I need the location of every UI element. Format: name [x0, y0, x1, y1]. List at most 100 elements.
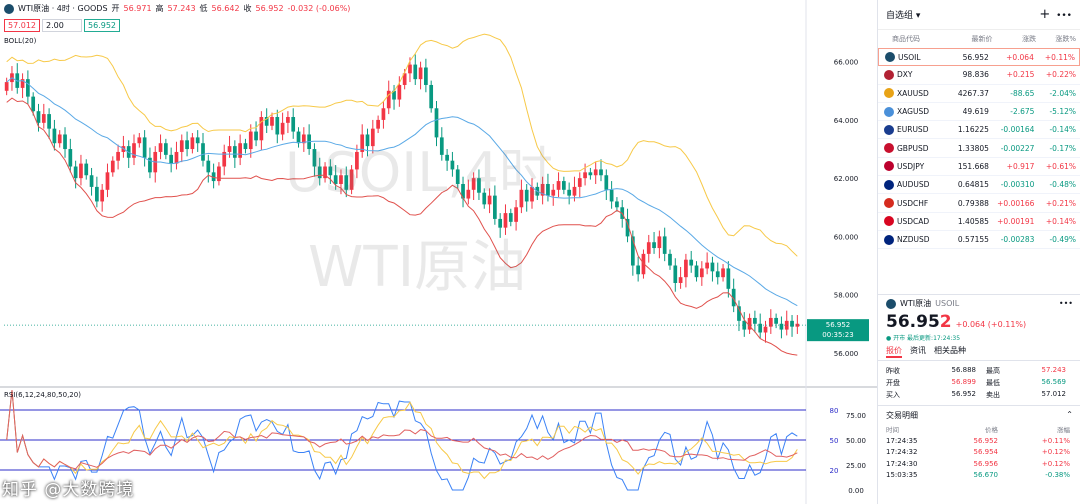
- col-percent[interactable]: 涨跌%: [1055, 35, 1076, 43]
- col-change[interactable]: 涨跌: [1022, 35, 1037, 43]
- symbol-icon: [884, 161, 894, 172]
- candle: [47, 114, 51, 129]
- candle: [774, 317, 778, 324]
- trade-time: 17:24:35: [886, 436, 918, 445]
- symbol-icon: [884, 106, 894, 117]
- watchlist-row-usdjpy[interactable]: USDJPY 151.668 +0.917 +0.61%: [878, 158, 1080, 177]
- candle: [132, 143, 136, 158]
- trade-col-time: 时间: [886, 426, 899, 434]
- detail-title: WTI原油 USOIL •••: [878, 295, 1080, 312]
- symbol-icon: [884, 69, 894, 80]
- candle: [408, 64, 412, 74]
- candle: [609, 189, 614, 202]
- row-symbol: GBPUSD: [884, 143, 945, 154]
- detail-price: 56.952 +0.064 (+0.11%): [878, 312, 1080, 332]
- watchlist-row-nzdusd[interactable]: NZDUSD 0.57155 -0.00283 -0.49%: [878, 231, 1080, 250]
- row-percent: +0.11%: [1044, 52, 1075, 62]
- candle: [524, 189, 529, 202]
- candle: [20, 79, 25, 88]
- candle: [471, 178, 476, 190]
- symbol-title[interactable]: WTI原油 · 4时 · GOODS: [18, 4, 108, 13]
- watchlist-row-audusd[interactable]: AUDUSD 0.64815 -0.00310 -0.48%: [878, 176, 1080, 195]
- detail-change: +0.064 (+0.11%): [955, 320, 1027, 329]
- price-tick: 58.000: [834, 292, 859, 300]
- watchlist-row-xauusd[interactable]: XAUUSD 4267.37 -88.65 -2.04%: [878, 85, 1080, 103]
- watchlist-title[interactable]: 自选组 ▾: [886, 11, 921, 21]
- trade-time: 17:24:30: [886, 459, 918, 468]
- candle: [195, 137, 200, 144]
- row-symbol: USDCAD: [884, 216, 945, 227]
- spread-field[interactable]: 2.00: [42, 19, 82, 32]
- price-tick: 66.000: [834, 59, 859, 67]
- watchlist-row-xagusd[interactable]: XAGUSD 49.619 -2.675 -5.12%: [878, 103, 1080, 122]
- price-chart[interactable]: 66.000 64.000 62.000 60.000 58.000 56.000 56.9…: [0, 0, 877, 504]
- watchlist-row-usoil[interactable]: USOIL 56.952 +0.064 +0.11%: [878, 48, 1080, 67]
- watchlist-row-usdcad[interactable]: USDCAD 1.40585 +0.00191 +0.14%: [878, 213, 1080, 231]
- tab-quote[interactable]: 报价: [886, 345, 902, 358]
- buy-price-button[interactable]: 56.952: [84, 19, 120, 32]
- candle: [795, 323, 800, 327]
- candle: [163, 143, 168, 155]
- candle: [790, 320, 794, 327]
- watermark-line2: WTI原油: [308, 235, 527, 300]
- stat-label: 昨收: [886, 367, 900, 375]
- tab-news[interactable]: 资讯: [910, 346, 926, 355]
- watchlist-row-usdchf[interactable]: USDCHF 0.79388 +0.00166 +0.21%: [878, 194, 1080, 213]
- add-icon[interactable]: +: [1039, 7, 1051, 22]
- col-symbol[interactable]: 商品代码: [892, 35, 920, 43]
- row-change: -2.675: [1010, 107, 1035, 117]
- col-last[interactable]: 最新价: [971, 35, 993, 43]
- candle: [280, 122, 285, 135]
- detail-code: USOIL: [935, 299, 960, 308]
- trade-time: 17:24:32: [886, 448, 918, 457]
- candle: [286, 117, 290, 123]
- row-last: 56.952: [962, 52, 989, 62]
- tab-related[interactable]: 相关品种: [934, 346, 966, 355]
- trade-pct: +0.12%: [1041, 448, 1070, 457]
- candle: [434, 108, 439, 138]
- candle: [312, 149, 317, 167]
- candle: [413, 64, 418, 80]
- rsi-tick: 25.00: [846, 462, 866, 470]
- boll-indicator-label[interactable]: BOLL(20): [4, 37, 37, 45]
- symbol-icon: [884, 124, 894, 135]
- candle: [630, 236, 635, 266]
- watermark-line1: USOIL,4时: [285, 141, 553, 204]
- candle: [514, 207, 518, 222]
- more-icon[interactable]: •••: [1058, 299, 1073, 308]
- row-percent: -2.04%: [1049, 88, 1076, 98]
- candle: [747, 317, 752, 330]
- candle: [599, 169, 603, 176]
- chart-area[interactable]: 66.000 64.000 62.000 60.000 58.000 56.000 56.9…: [0, 0, 877, 504]
- rsi-indicator-label[interactable]: RSI(6,12,24,80,50,20): [4, 391, 81, 399]
- trade-price: 56.954: [973, 448, 999, 457]
- sell-price-button[interactable]: 57.012: [4, 19, 40, 32]
- candle: [323, 166, 327, 179]
- row-symbol: USDCHF: [884, 198, 945, 209]
- row-percent: -0.14%: [1049, 125, 1076, 135]
- row-change: +0.00166: [997, 198, 1035, 208]
- watchlist-row-gbpusd[interactable]: GBPUSD 1.33805 -0.00227 -0.17%: [878, 139, 1080, 158]
- candle: [604, 175, 609, 190]
- candle: [508, 213, 513, 222]
- row-change: +0.917: [1006, 161, 1035, 171]
- candle: [615, 201, 619, 208]
- candle: [63, 134, 67, 150]
- stat-value: 56.888: [951, 366, 977, 374]
- candle: [742, 320, 747, 330]
- row-last: 49.619: [962, 107, 989, 117]
- symbol-icon: [884, 216, 894, 227]
- row-symbol: XAGUSD: [884, 106, 945, 117]
- chevron-up-icon[interactable]: ⌃: [1066, 410, 1073, 419]
- rsi-line-6: [6, 389, 798, 491]
- watchlist-row-eurusd[interactable]: EURUSD 1.16225 -0.00164 -0.14%: [878, 121, 1080, 140]
- trade-price: 56.670: [973, 471, 999, 480]
- candle: [36, 111, 41, 123]
- more-icon[interactable]: •••: [1056, 11, 1072, 21]
- row-change: -0.00227: [1000, 143, 1035, 153]
- candle: [211, 172, 216, 182]
- candle: [753, 317, 757, 324]
- stat-value: 56.569: [1041, 378, 1067, 386]
- watchlist-row-dxy[interactable]: DXY 98.836 +0.215 +0.22%: [878, 66, 1080, 85]
- symbol-text: AUDUSD: [897, 180, 930, 190]
